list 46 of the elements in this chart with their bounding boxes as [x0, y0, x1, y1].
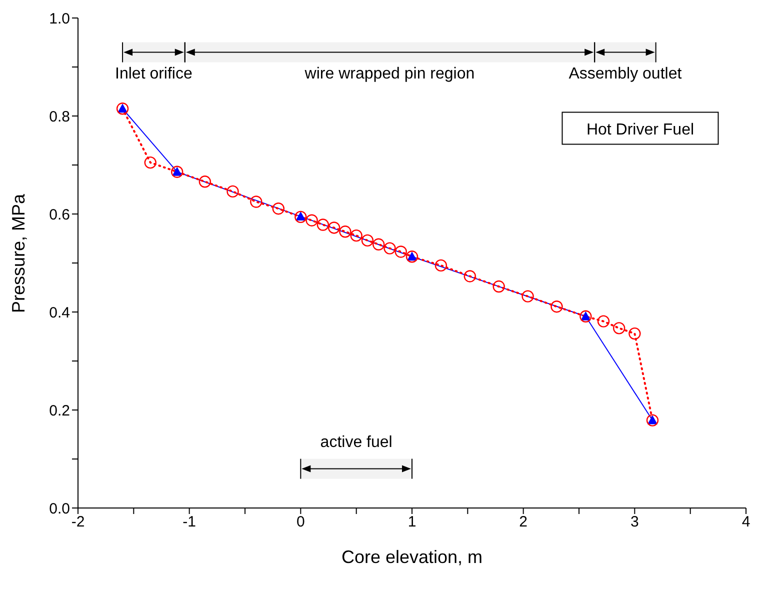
x-tick-label: 2	[519, 514, 528, 531]
band-label: active fuel	[320, 434, 392, 451]
point	[580, 311, 591, 320]
x-tick-label: 4	[742, 514, 750, 531]
point	[550, 300, 563, 313]
x-tick-label: 0	[296, 514, 305, 531]
point	[144, 156, 156, 169]
y-tick-label: 0.6	[49, 206, 70, 224]
point	[328, 222, 340, 234]
point	[580, 310, 592, 323]
point	[628, 327, 641, 340]
x-tick-label: -1	[182, 514, 196, 531]
x-tick-label: 3	[630, 514, 639, 531]
point	[597, 315, 610, 328]
y-tick-label: 0.8	[49, 108, 70, 126]
point	[384, 242, 396, 254]
point	[296, 211, 306, 220]
point	[294, 210, 307, 224]
point	[612, 322, 626, 334]
y-tick-label: 0.0	[49, 500, 70, 518]
point	[339, 226, 352, 238]
y-tick-label: 0.2	[49, 402, 70, 420]
x-axis-title: Core elevation, m	[341, 547, 483, 567]
point	[350, 229, 362, 242]
band-label: Inlet orifice	[115, 65, 192, 82]
point	[306, 214, 318, 226]
point	[198, 176, 212, 188]
band-label: Assembly outlet	[568, 65, 682, 82]
y-tick-label: 1.0	[49, 10, 70, 28]
annotation: Hot Driver Fuel	[586, 121, 694, 138]
point	[394, 246, 407, 258]
point	[522, 290, 534, 302]
point	[316, 218, 330, 231]
point	[464, 270, 476, 282]
y-tick-label: 0.4	[49, 304, 70, 322]
point	[361, 234, 374, 247]
point	[226, 185, 239, 198]
point	[272, 202, 284, 215]
x-tick-label: -2	[71, 514, 85, 531]
y-axis-title: Pressure, MPa	[8, 192, 28, 313]
band-label: wire wrapped pin region	[304, 65, 475, 82]
point	[250, 196, 262, 208]
point	[434, 259, 448, 272]
x-tick-label: 1	[408, 514, 416, 531]
point	[372, 238, 385, 250]
point	[492, 280, 505, 293]
